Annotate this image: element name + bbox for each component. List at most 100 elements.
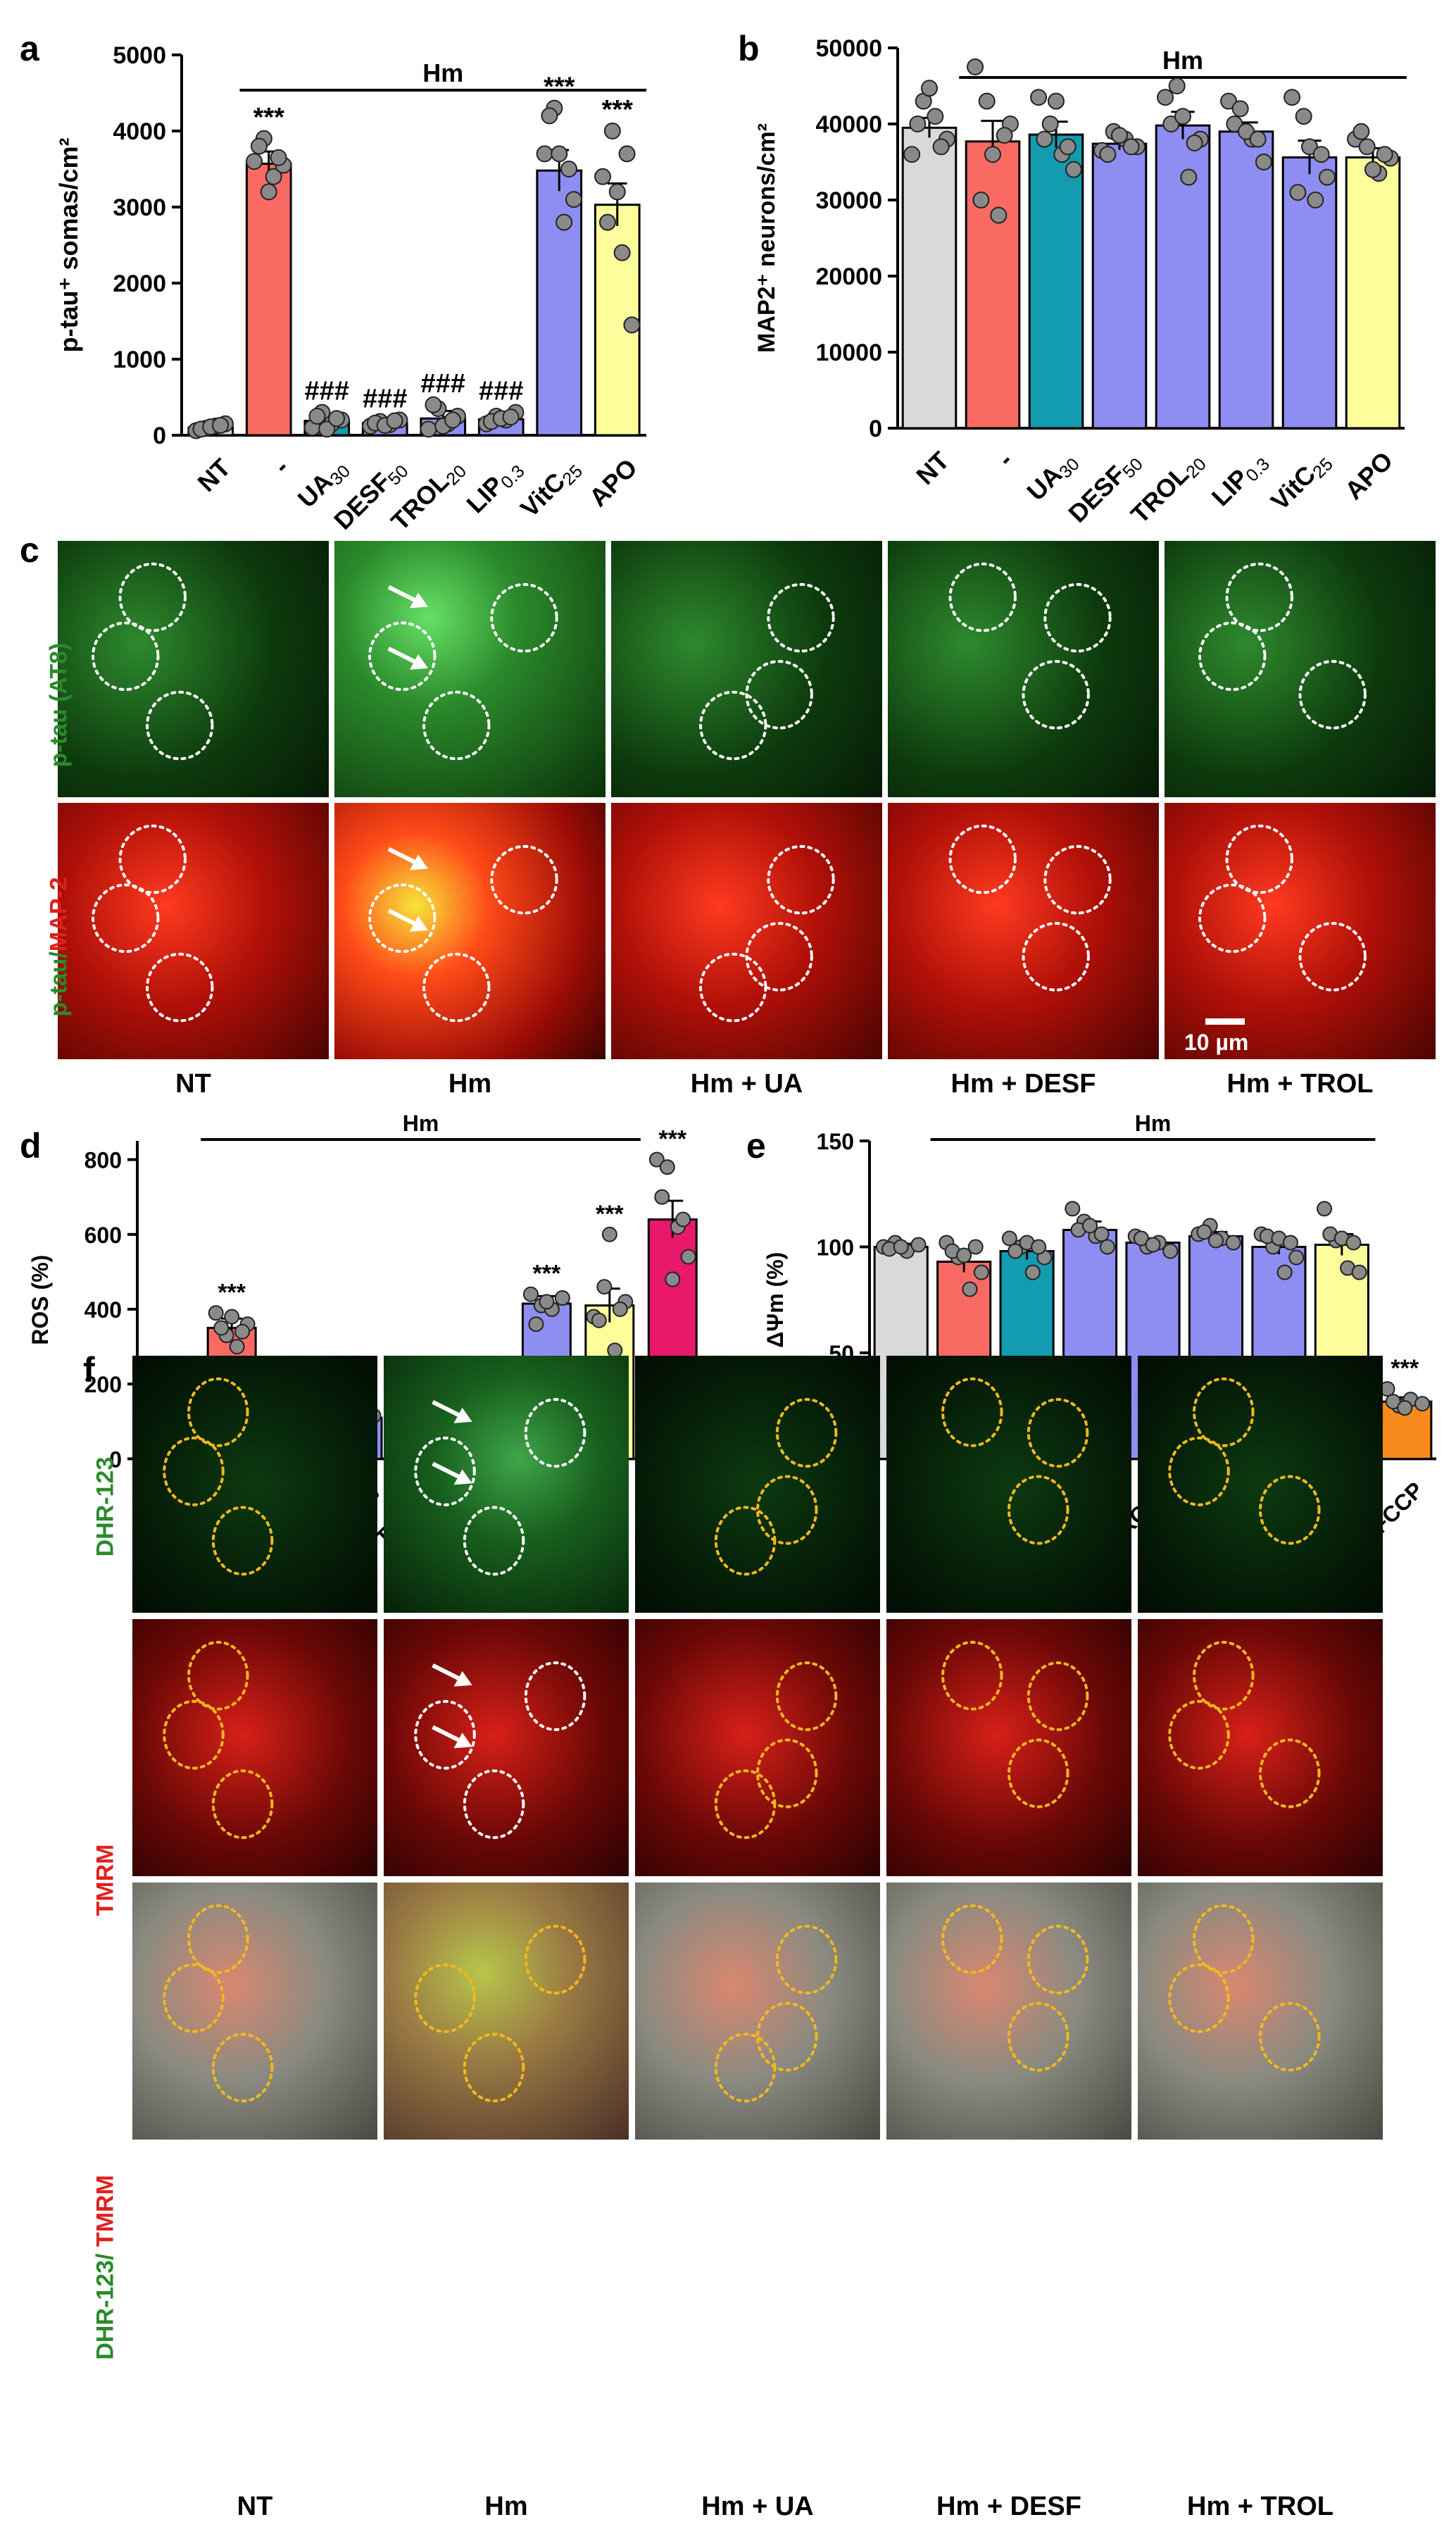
scale-bar-f <box>1288 2444 1353 2450</box>
data-point-b-2-1 <box>1041 116 1059 132</box>
tile-c-cell-outline-0-1-0 <box>368 621 437 692</box>
x-tick-label-a-6: VitC25 <box>515 453 586 525</box>
data-point-d-7-6 <box>612 1301 628 1317</box>
significance-d-1: *** <box>218 1279 246 1306</box>
tile-f-arrow-line-1-0 <box>432 1663 462 1682</box>
data-point-a-6-4 <box>541 107 558 125</box>
data-point-b-5-3 <box>1255 154 1272 170</box>
tile-f-cell-outline-1-3-0 <box>1027 1661 1089 1731</box>
data-point-b-4-0 <box>1157 89 1174 106</box>
data-point-e-7-6 <box>1345 1235 1362 1251</box>
data-point-a-7-2 <box>613 244 631 261</box>
tile-c-cell-outline-0-3-0 <box>1043 582 1112 653</box>
significance-a-4: ### <box>421 369 465 399</box>
tile-f-cell-outline-2-3-1 <box>1008 2002 1069 2072</box>
x-tick-label-b-0: NT <box>910 446 955 490</box>
data-point-a-7-5 <box>608 183 626 201</box>
data-point-b-0-0 <box>903 146 921 163</box>
data-point-b-1-5 <box>984 146 1001 163</box>
tile-f-cell-outline-1-3-2 <box>941 1640 1003 1711</box>
scale-bar-f-label: 20 µm <box>1287 2454 1352 2479</box>
tile-f-outlines-r2-c2 <box>714 1925 838 2103</box>
col-label-c-2: Hm + UA <box>690 1069 803 1099</box>
tile-c-arrow-line-0-0 <box>387 585 418 604</box>
tile-f-arrow-head-1-1 <box>453 1732 472 1749</box>
plot-b: 0 10000 20000 30000 40000 50000 MAP2⁺ neurons/… <box>753 35 1407 529</box>
tile-f-outlines-r2-c1 <box>414 1925 586 2103</box>
scale-bar-c <box>1205 1018 1245 1025</box>
col-label-f-4: Hm + TROL <box>1187 2492 1333 2521</box>
tile-c-r1-c1 <box>334 803 605 1059</box>
data-point-a-7-4 <box>598 213 616 231</box>
tile-f-cell-outline-1-0-1 <box>163 1699 225 1770</box>
data-point-b-5-1 <box>1231 100 1249 118</box>
tile-c-cell-outline-1-3-0 <box>1043 844 1112 915</box>
data-point-e-5-4 <box>1196 1224 1212 1240</box>
tile-f-outlines-r1-c1 <box>414 1661 586 1840</box>
tile-c-arrow-line-1-0 <box>387 847 418 866</box>
tile-f-cell-outline-0-4-0 <box>1259 1475 1321 1545</box>
chart-a: 0 1000 2000 3000 4000 5000 p-tau⁺ somas/cm² Hm N… <box>0 0 704 536</box>
data-point-d-1-0 <box>208 1305 224 1321</box>
bar-b-7 <box>1345 156 1401 430</box>
data-point-e-8-5 <box>1397 1400 1413 1416</box>
tile-c-cell-outline-0-4-1 <box>1225 562 1293 632</box>
y-tick-label-a-0: 0 <box>153 423 166 449</box>
data-point-a-4-6 <box>444 411 462 429</box>
data-point-b-2-5 <box>1048 92 1065 110</box>
significance-a-1: *** <box>253 103 285 132</box>
tile-f-r0-c3 <box>886 1356 1131 1613</box>
data-point-a-5-6 <box>502 408 520 426</box>
data-point-a-6-6 <box>560 161 578 177</box>
y-axis-label-a: p-tau⁺ somas/cm² <box>54 137 83 352</box>
data-point-e-4-4 <box>1133 1230 1149 1247</box>
tile-c-outlines-r0-c4 <box>1198 562 1367 730</box>
data-point-b-4-2 <box>1180 168 1198 186</box>
col-label-f-2: Hm + UA <box>701 2492 814 2521</box>
col-label-f-3: Hm + DESF <box>936 2492 1081 2521</box>
tile-c-cell-outline-0-4-0 <box>1298 660 1367 730</box>
tile-c-cell-outline-1-1-2 <box>490 844 558 915</box>
bar-a-1 <box>245 162 292 437</box>
data-point-d-1-5 <box>224 1309 240 1325</box>
data-point-e-3-6 <box>1093 1226 1110 1242</box>
data-point-e-6-2 <box>1276 1264 1293 1280</box>
data-point-e-2-4 <box>1008 1243 1024 1259</box>
tile-f-outlines-r0-c3 <box>941 1377 1089 1545</box>
tile-f-cell-outline-1-1-2 <box>524 1661 586 1731</box>
data-point-a-7-3 <box>623 316 641 334</box>
col-label-f-1: Hm <box>484 2492 528 2521</box>
tile-c-cell-outline-1-0-1 <box>92 883 160 954</box>
tile-f-cell-outline-2-1-2 <box>524 1925 586 1994</box>
significance-d-7: *** <box>596 1201 624 1228</box>
data-point-e-0-3 <box>910 1237 927 1253</box>
tile-c-cell-outline-1-4-2 <box>1198 883 1267 954</box>
tile-f-arrow-line-1-1 <box>432 1725 462 1743</box>
data-point-b-1-2 <box>990 206 1008 224</box>
tile-f-outlines-r0-c0 <box>163 1377 274 1576</box>
data-point-d-8-1 <box>659 1159 675 1175</box>
y-tick-label-d-2: 400 <box>84 1297 122 1323</box>
data-point-e-7-0 <box>1317 1201 1333 1217</box>
tile-c-outlines-r0-c1 <box>368 582 558 761</box>
data-point-a-7-6 <box>618 145 636 163</box>
panel-letter-f: f <box>83 1350 95 1390</box>
bar-b-5 <box>1218 130 1274 430</box>
data-point-e-1-2 <box>962 1281 978 1297</box>
data-point-e-6-6 <box>1282 1235 1298 1251</box>
panel-letter-b: b <box>738 29 760 68</box>
tile-f-outlines-r0-c1 <box>414 1398 586 1576</box>
y-tick-label-e-2: 100 <box>817 1235 854 1260</box>
data-point-b-5-4 <box>1226 116 1243 132</box>
bar-b-4 <box>1155 124 1211 430</box>
y-tick-label-d-0: 0 <box>109 1447 122 1472</box>
col-label-c-3: Hm + DESF <box>950 1069 1096 1099</box>
plot-a: 0 1000 2000 3000 4000 5000 p-tau⁺ somas/cm² Hm N… <box>54 42 647 536</box>
data-point-b-2-4 <box>1036 130 1053 148</box>
tile-f-cell-outline-0-2-0 <box>714 1506 777 1576</box>
y-axis-label-b: MAP2⁺ neurons/cm² <box>753 123 780 353</box>
data-point-b-1-0 <box>967 58 984 75</box>
data-point-b-0-2 <box>927 108 944 125</box>
significance-d-6: *** <box>533 1261 561 1287</box>
bar-a-6 <box>536 169 583 437</box>
